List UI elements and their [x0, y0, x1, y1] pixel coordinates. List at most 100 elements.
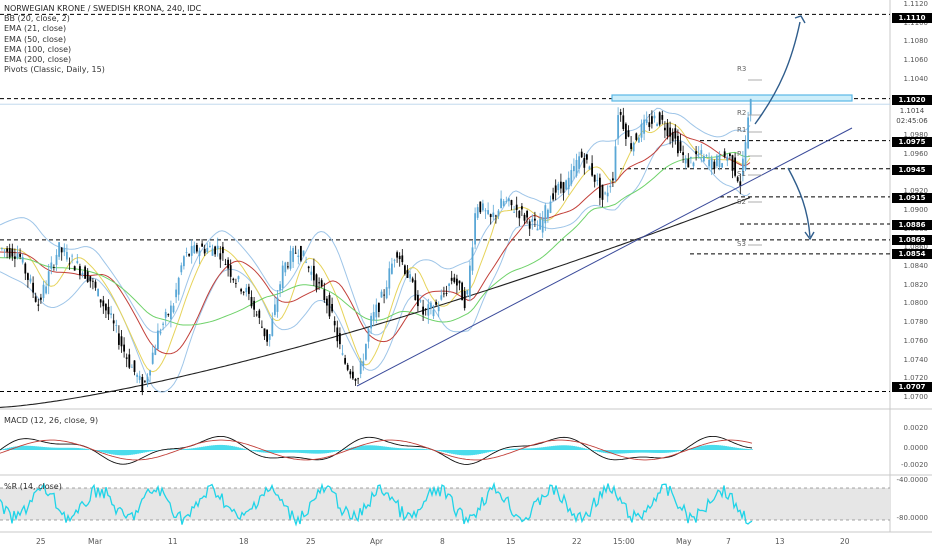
candle-body — [435, 301, 437, 305]
candle-body — [718, 154, 721, 168]
price-tick: 1.0700 — [903, 393, 929, 401]
candle-body — [19, 253, 21, 257]
candle-body — [560, 181, 562, 189]
candle-body — [614, 146, 617, 181]
candle-body — [302, 250, 305, 257]
candle-body — [453, 277, 456, 283]
candle-body — [274, 304, 276, 315]
candle-body — [518, 210, 521, 219]
time-label: 25 — [36, 537, 46, 546]
candle-body — [68, 263, 71, 265]
candle-body — [300, 245, 302, 261]
candle-body — [713, 161, 716, 169]
candle-body — [497, 210, 500, 217]
indicator-pivots[interactable]: Pivots (Classic, Daily, 15) — [4, 65, 105, 75]
candle-body — [640, 123, 643, 138]
candle-body — [29, 278, 32, 282]
candle-body — [344, 358, 346, 364]
candle-body — [164, 311, 167, 318]
candle-body — [632, 142, 635, 152]
candle-body — [209, 245, 211, 247]
candle-body — [222, 246, 224, 254]
candle-body — [450, 277, 453, 281]
indicator-bb[interactable]: BB (20, close, 2) — [4, 14, 70, 24]
candle-body — [703, 155, 705, 162]
time-label: Apr — [370, 537, 383, 546]
candle-body — [201, 243, 203, 247]
candle-body — [157, 330, 159, 350]
candle-body — [456, 278, 458, 286]
candle-body — [248, 286, 250, 294]
level-label-1.0975: 1.0975 — [892, 137, 932, 147]
pivot-s3: S3 — [737, 240, 746, 248]
candle-body — [3, 249, 6, 251]
candle-body — [588, 166, 591, 170]
candle-body — [32, 282, 34, 293]
macd-line — [0, 435, 753, 465]
candle-body — [21, 257, 24, 263]
candle-body — [528, 221, 531, 229]
indicator-ema100[interactable]: EMA (100, close) — [4, 44, 72, 54]
candle-body — [190, 246, 193, 256]
candle-body — [747, 117, 749, 149]
time-label: May — [676, 537, 692, 546]
time-label: 20 — [840, 537, 850, 546]
candle-body — [136, 374, 138, 377]
candle-body — [313, 265, 315, 281]
candle-body — [55, 254, 58, 265]
symbol-title: NORWEGIAN KRONE / SWEDISH KRONA, 240, ID… — [4, 4, 202, 13]
candle-body — [562, 182, 565, 193]
candle-body — [281, 265, 284, 288]
candle-body — [206, 247, 209, 253]
candle-body — [284, 262, 287, 273]
candle-body — [591, 163, 593, 176]
candle-body — [666, 123, 669, 137]
candle-body — [391, 263, 393, 274]
candle-body — [440, 295, 443, 300]
candle-body — [401, 255, 404, 263]
price-tick: 1.0980 — [903, 131, 929, 139]
pivot-s1: S1 — [737, 170, 746, 178]
candle-body — [710, 158, 713, 169]
candle-body — [549, 201, 552, 213]
candle-body — [552, 193, 554, 200]
candle-body — [66, 251, 68, 260]
price-tick: 1.0760 — [903, 336, 929, 345]
candle-body — [141, 376, 144, 392]
candle-body — [515, 204, 518, 210]
candle-body — [352, 371, 354, 379]
candle-body — [411, 278, 414, 282]
candle-body — [656, 123, 658, 127]
candle-body — [726, 156, 729, 161]
candle-body — [279, 284, 281, 291]
macd-legend[interactable]: MACD (12, 26, close, 9) — [4, 416, 99, 425]
candle-body — [630, 143, 632, 149]
indicator-ema50[interactable]: EMA (50, close) — [4, 34, 67, 44]
indicator-ema200[interactable]: EMA (200, close) — [4, 55, 72, 65]
candle-body — [419, 300, 422, 302]
price-tick: 1.0720 — [903, 374, 929, 383]
candle-body — [227, 259, 229, 269]
candle-body — [489, 214, 492, 218]
indicator-ema21[interactable]: EMA (21, close) — [4, 24, 67, 34]
candle-body — [476, 207, 479, 218]
candle-body — [63, 248, 66, 253]
level-label-1.0854: 1.0854 — [892, 249, 932, 259]
candle-body — [674, 128, 677, 139]
time-label: 13 — [775, 537, 785, 546]
candle-body — [635, 133, 638, 140]
bollinger-upper — [0, 107, 751, 336]
candle-body — [219, 253, 222, 260]
candle-body — [492, 212, 495, 217]
candle-body — [193, 245, 196, 254]
level-label-1.1020: 1.1020 — [892, 95, 932, 105]
candle-body — [573, 166, 575, 172]
candle-body — [255, 314, 258, 316]
candle-body — [383, 294, 385, 296]
candle-body — [606, 192, 609, 197]
candle-body — [658, 112, 661, 125]
williams-legend[interactable]: %R (14, close) — [4, 482, 62, 491]
candle-body — [216, 245, 219, 250]
level-label-1.1110: 1.1110 — [892, 13, 932, 23]
